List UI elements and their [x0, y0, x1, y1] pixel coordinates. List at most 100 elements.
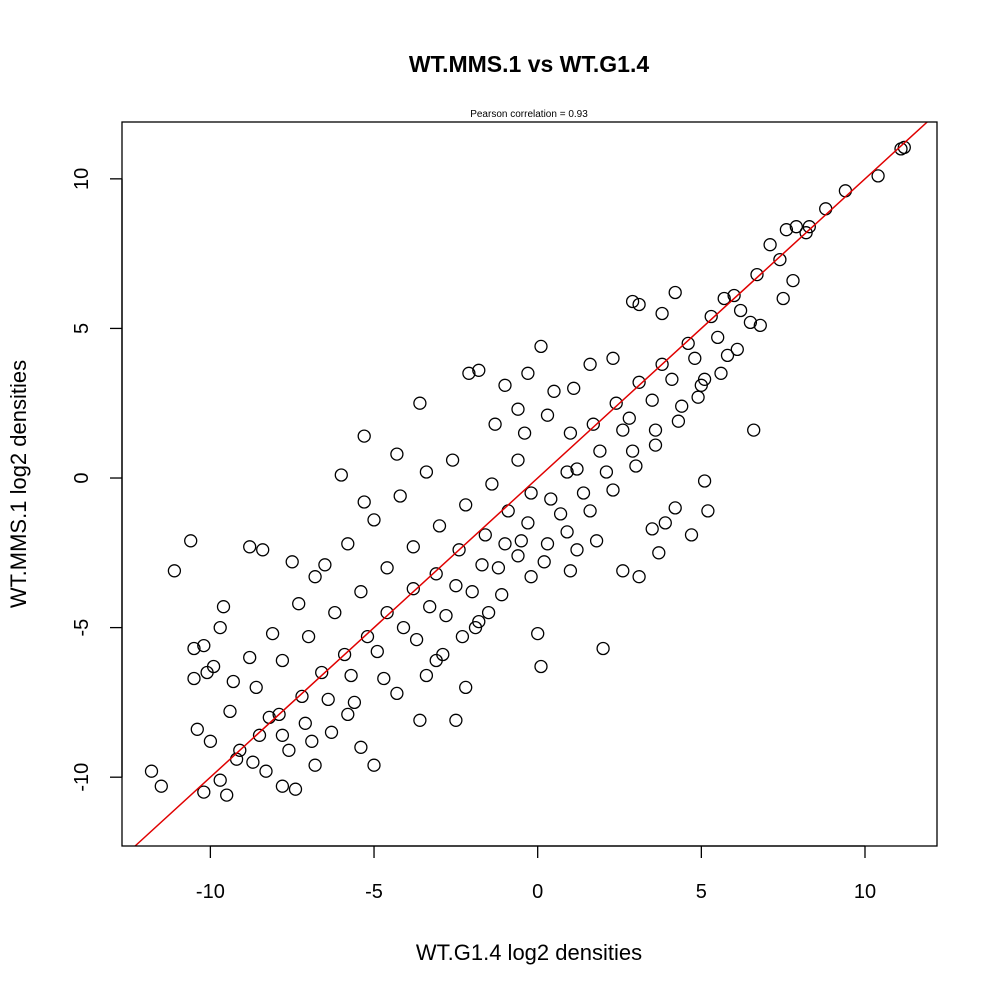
data-point — [272, 707, 286, 722]
data-point — [390, 686, 404, 701]
data-point — [632, 570, 646, 584]
data-point — [681, 336, 695, 351]
data-point — [301, 629, 316, 644]
y-tick-label: 10 — [71, 168, 93, 190]
y-tick-label: 0 — [71, 472, 93, 483]
data-point — [665, 372, 679, 386]
plot-frame — [121, 121, 938, 847]
data-point — [668, 501, 682, 515]
data-point — [475, 558, 489, 572]
data-point — [534, 339, 548, 354]
data-point — [292, 597, 306, 611]
data-point — [668, 285, 682, 300]
x-tick-label: 5 — [696, 881, 707, 903]
data-point — [295, 689, 309, 704]
data-point — [697, 474, 712, 488]
data-point — [596, 641, 610, 656]
data-point — [341, 707, 355, 722]
data-point — [540, 408, 555, 422]
x-tick-label: 0 — [532, 881, 543, 903]
data-point — [282, 743, 296, 757]
data-point — [390, 447, 404, 461]
data-point — [593, 444, 607, 458]
data-point — [606, 351, 620, 365]
data-point — [711, 330, 725, 345]
data-point — [625, 294, 640, 309]
data-point — [688, 351, 702, 365]
data-point — [616, 423, 630, 437]
data-point — [567, 381, 581, 395]
data-point — [648, 438, 663, 452]
data-point — [540, 537, 555, 551]
data-point — [714, 366, 728, 380]
data-point — [468, 620, 483, 635]
data-point — [288, 782, 303, 796]
data-point — [406, 540, 420, 554]
x-axis: -10 -5 0 5 10 — [196, 845, 876, 903]
data-point — [367, 758, 381, 772]
data-point — [449, 713, 463, 727]
data-point — [334, 468, 348, 482]
data-point — [743, 315, 758, 330]
data-point — [445, 453, 460, 467]
data-point — [439, 608, 453, 623]
data-point — [560, 465, 574, 479]
fit-line — [134, 121, 928, 847]
data-point — [485, 477, 499, 491]
data-point — [609, 396, 623, 410]
data-point — [341, 537, 355, 551]
data-point — [491, 561, 506, 575]
data-point — [298, 716, 312, 730]
data-point — [409, 632, 424, 647]
data-point — [524, 570, 538, 584]
data-point — [655, 357, 669, 371]
data-point — [776, 291, 790, 306]
data-point — [344, 668, 358, 683]
data-point — [648, 423, 663, 437]
data-point — [560, 525, 574, 539]
data-point — [354, 585, 368, 599]
data-point — [675, 399, 689, 413]
data-point — [488, 417, 502, 431]
data-point — [511, 402, 525, 416]
data-point — [498, 378, 512, 392]
data-point — [452, 543, 466, 557]
data-point — [328, 605, 342, 620]
data-point — [308, 758, 322, 772]
data-point — [465, 585, 479, 599]
data-point — [223, 704, 237, 719]
data-point — [144, 764, 159, 778]
data-point — [671, 414, 686, 428]
x-tick-label: 10 — [854, 881, 876, 903]
data-point — [436, 647, 450, 662]
data-point — [265, 626, 280, 641]
data-point — [220, 788, 234, 802]
data-point — [730, 342, 744, 357]
data-point — [747, 423, 761, 437]
data-point — [275, 779, 290, 793]
y-tick-label: -5 — [71, 619, 93, 637]
data-point — [380, 605, 394, 620]
data-point — [354, 740, 368, 754]
y-tick-label: 5 — [71, 323, 93, 334]
data-point — [717, 291, 731, 306]
data-point — [495, 588, 509, 602]
data-point — [544, 492, 558, 506]
data-point — [701, 504, 715, 518]
data-point — [216, 600, 231, 614]
data-point — [249, 680, 263, 695]
data-point — [733, 303, 748, 318]
data-point — [367, 513, 381, 527]
data-point — [377, 671, 391, 686]
data-point — [645, 522, 659, 536]
data-point — [570, 543, 584, 557]
data-point — [632, 375, 646, 389]
data-point — [370, 644, 384, 659]
data-point — [305, 734, 319, 748]
x-tick-label: -5 — [365, 881, 383, 903]
data-point — [324, 725, 339, 739]
data-point — [203, 734, 218, 748]
data-point — [553, 507, 568, 521]
data-point — [347, 695, 362, 710]
